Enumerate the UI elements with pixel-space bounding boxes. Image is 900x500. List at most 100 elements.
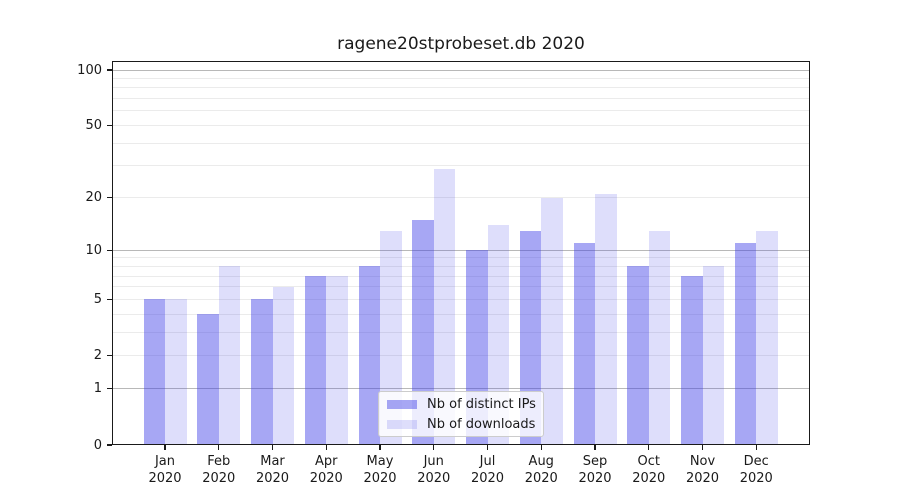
x-tick-year-jan: 2020 bbox=[148, 471, 182, 486]
y-tick-label-100: 100 bbox=[77, 62, 102, 78]
bar-nb-of-downloads-sep bbox=[595, 193, 617, 445]
x-tick-label-feb: Feb 2020 bbox=[191, 453, 247, 487]
x-tick-month-may: May bbox=[366, 454, 394, 469]
x-tick-label-may: May 2020 bbox=[352, 453, 408, 487]
x-tick-year-nov: 2020 bbox=[685, 471, 720, 486]
bar-nb-of-downloads-mar bbox=[272, 286, 294, 445]
x-tick-label-dec: Dec 2020 bbox=[728, 453, 784, 487]
x-tick-year-dec: 2020 bbox=[739, 471, 773, 486]
gridline-minor-50 bbox=[113, 125, 809, 127]
x-tick-mark-jan bbox=[164, 445, 166, 450]
y-tick-mark-5 bbox=[107, 298, 112, 301]
gridline-minor-40 bbox=[113, 142, 809, 144]
x-tick-year-feb: 2020 bbox=[202, 471, 236, 486]
x-tick-label-aug: Aug 2020 bbox=[513, 453, 569, 487]
x-tick-month-sep: Sep bbox=[582, 454, 608, 469]
x-tick-month-jun: Jun bbox=[423, 454, 444, 469]
x-tick-year-apr: 2020 bbox=[309, 471, 343, 486]
x-tick-month-aug: Aug bbox=[528, 454, 554, 469]
bar-nb-of-downloads-dec bbox=[756, 230, 778, 445]
gridline-major-100 bbox=[113, 69, 809, 71]
gridline-minor-3 bbox=[113, 331, 809, 333]
x-tick-year-may: 2020 bbox=[363, 471, 397, 486]
gridline-minor-80 bbox=[113, 87, 809, 89]
x-tick-mark-nov bbox=[701, 445, 704, 450]
gridline-minor-20 bbox=[113, 197, 809, 199]
y-tick-mark-2 bbox=[107, 355, 112, 357]
x-tick-year-jul: 2020 bbox=[470, 471, 505, 486]
y-tick-mark-50 bbox=[107, 124, 112, 127]
x-tick-label-nov: Nov 2020 bbox=[675, 453, 731, 487]
bar-nb-of-distinct-ips-nov bbox=[681, 276, 703, 445]
legend-swatch-distinct-ips bbox=[387, 399, 417, 409]
bar-nb-of-distinct-ips-jun bbox=[412, 219, 434, 445]
x-tick-label-jul: Jul 2020 bbox=[460, 453, 516, 487]
x-tick-label-jun: Jun 2020 bbox=[406, 453, 462, 487]
y-tick-mark-1 bbox=[107, 388, 112, 390]
bar-nb-of-distinct-ips-oct bbox=[627, 266, 649, 445]
bar-nb-of-distinct-ips-jan bbox=[143, 299, 165, 445]
legend-label-downloads: Nb of downloads bbox=[427, 416, 536, 432]
gridline-minor-9 bbox=[113, 257, 809, 259]
x-tick-mark-mar bbox=[271, 445, 274, 450]
bar-nb-of-distinct-ips-dec bbox=[734, 243, 757, 445]
x-tick-label-mar: Mar 2020 bbox=[245, 453, 301, 487]
y-tick-label-20: 20 bbox=[85, 190, 102, 206]
x-tick-mark-jul bbox=[486, 445, 489, 450]
bar-nb-of-downloads-jan bbox=[165, 299, 187, 445]
x-tick-year-sep: 2020 bbox=[578, 471, 612, 486]
x-tick-month-apr: Apr bbox=[315, 454, 338, 469]
bar-nb-of-distinct-ips-apr bbox=[304, 276, 327, 445]
bar-nb-of-downloads-jun bbox=[433, 168, 456, 445]
gridline-minor-70 bbox=[113, 98, 809, 100]
x-tick-month-jan: Jan bbox=[154, 454, 176, 469]
gridline-major-1 bbox=[113, 388, 809, 390]
x-tick-mark-jun bbox=[433, 445, 435, 450]
x-tick-month-feb: Feb bbox=[207, 454, 231, 469]
gridline-major-10 bbox=[113, 249, 809, 251]
bar-nb-of-downloads-aug bbox=[541, 197, 563, 445]
x-tick-month-oct: Oct bbox=[637, 454, 660, 469]
x-tick-mark-aug bbox=[540, 445, 542, 450]
gridline-minor-30 bbox=[113, 165, 809, 167]
x-tick-mark-apr bbox=[325, 445, 327, 450]
x-tick-month-mar: Mar bbox=[260, 454, 285, 469]
x-tick-mark-oct bbox=[648, 445, 650, 450]
x-tick-label-sep: Sep 2020 bbox=[567, 453, 623, 487]
legend-entry-downloads: Nb of downloads bbox=[387, 417, 535, 432]
legend-swatch-downloads bbox=[387, 419, 417, 429]
legend-label-distinct-ips: Nb of distinct IPs bbox=[427, 396, 536, 412]
gridline-minor-2 bbox=[113, 355, 809, 357]
y-tick-mark-10 bbox=[107, 249, 112, 251]
gridline-minor-8 bbox=[113, 265, 809, 267]
gridline-minor-60 bbox=[113, 110, 809, 112]
y-tick-mark-0 bbox=[107, 444, 112, 446]
bar-nb-of-distinct-ips-mar bbox=[251, 299, 273, 445]
x-tick-label-jan: Jan 2020 bbox=[137, 453, 193, 487]
x-tick-label-apr: Apr 2020 bbox=[298, 453, 354, 487]
bar-nb-of-distinct-ips-feb bbox=[197, 314, 219, 445]
bar-nb-of-distinct-ips-may bbox=[358, 266, 380, 445]
y-tick-label-1: 1 bbox=[93, 381, 102, 397]
bar-nb-of-downloads-nov bbox=[702, 266, 724, 445]
bar-nb-of-downloads-oct bbox=[648, 230, 671, 445]
gridline-minor-6 bbox=[113, 286, 809, 288]
bar-nb-of-downloads-apr bbox=[326, 276, 348, 445]
y-tick-mark-100 bbox=[107, 69, 112, 71]
x-tick-year-mar: 2020 bbox=[255, 471, 290, 486]
x-tick-month-jul: Jul bbox=[479, 454, 496, 469]
gridline-minor-90 bbox=[113, 77, 809, 79]
y-tick-label-10: 10 bbox=[85, 242, 102, 258]
gridline-minor-5 bbox=[113, 298, 809, 300]
legend: Nb of distinct IPs Nb of downloads bbox=[378, 391, 544, 437]
y-tick-label-2: 2 bbox=[93, 348, 102, 364]
bar-nb-of-distinct-ips-sep bbox=[573, 243, 595, 445]
bar-nb-of-downloads-feb bbox=[218, 266, 241, 445]
y-tick-label-50: 50 bbox=[85, 118, 102, 134]
gridline-minor-4 bbox=[113, 313, 809, 315]
gridline-minor-7 bbox=[113, 275, 809, 277]
y-tick-mark-20 bbox=[107, 196, 112, 199]
y-tick-label-5: 5 bbox=[93, 291, 102, 307]
bar-nb-of-downloads-jul bbox=[487, 224, 509, 445]
